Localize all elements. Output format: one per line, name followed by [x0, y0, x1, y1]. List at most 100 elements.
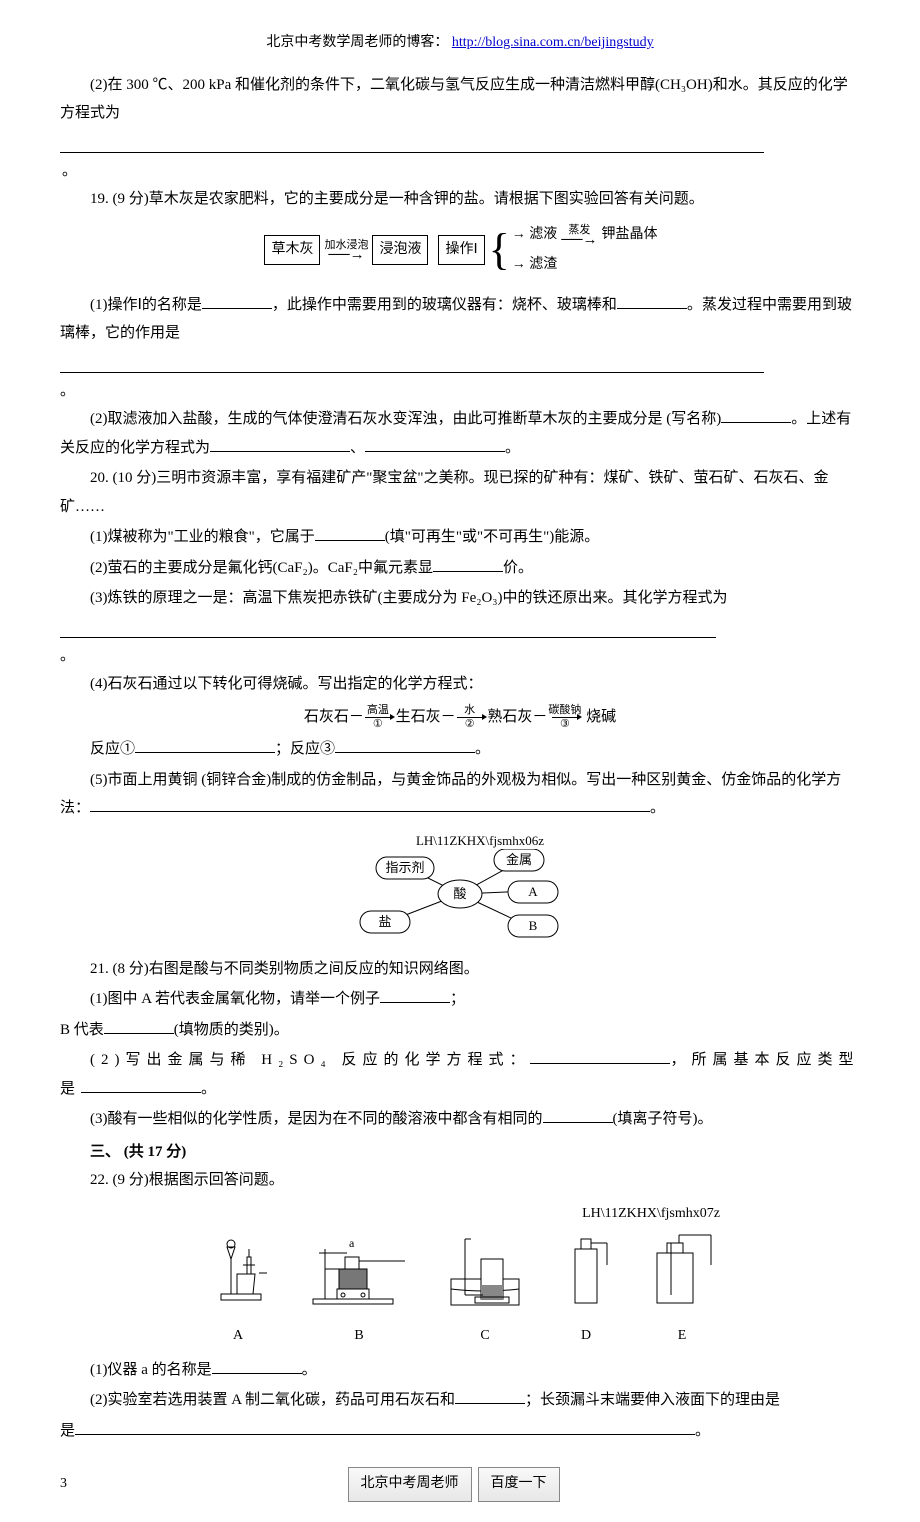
- section-3-head: 三、 (共 17 分): [60, 1138, 860, 1167]
- blank: [530, 1049, 670, 1064]
- q22-2a: (2)实验室若选用装置 A 制二氧化碳，药品可用石灰石和: [90, 1392, 455, 1408]
- apparatus-E: E: [647, 1229, 717, 1350]
- conv-a1b: ①: [373, 719, 383, 730]
- blank: [90, 797, 650, 812]
- label-E: E: [647, 1323, 717, 1350]
- label-A: A: [203, 1323, 273, 1350]
- flow-box-2: 浸泡液: [372, 235, 428, 266]
- blank: [212, 1359, 302, 1374]
- q19-2: (2)取滤液加入盐酸，生成的气体使澄清石灰水变浑浊，由此可推断草木灰的主要成分是…: [60, 405, 860, 462]
- q21-1-line2: B 代表(填物质的类别)。: [60, 1016, 860, 1045]
- q19-1-blank: [60, 352, 764, 373]
- apparatus-D: D: [561, 1229, 611, 1350]
- network-diagram: LH\11ZKHX\fjsmhx06z 指示剂 盐 酸 金属 A B: [60, 829, 860, 949]
- flow-r1a: 滤液: [529, 222, 557, 249]
- flow-r1c: 钾盐晶体: [602, 222, 658, 249]
- conv-a3: 碳酸钠③: [548, 705, 581, 730]
- conv-s4: 烧碱: [586, 709, 616, 725]
- conv-a1: 高温 ①: [365, 705, 391, 730]
- conv-a2: 水②: [457, 705, 483, 730]
- q21-1: (1)图中 A 若代表金属氧化物，请举一个例子 ；: [60, 985, 860, 1014]
- app-caption: LH\11ZKHX\fjsmhx07z: [582, 1201, 720, 1228]
- footer-btn-1[interactable]: 北京中考周老师: [348, 1467, 472, 1502]
- blank: [433, 557, 503, 572]
- label-C: C: [445, 1323, 525, 1350]
- apparatus-B: a B: [309, 1229, 409, 1350]
- q20-4r: 反应①；反应③。: [60, 735, 860, 764]
- q20-4r-a: 反应①: [90, 741, 135, 757]
- q20-3: (3)炼铁的原理之一是：高温下焦炭把赤铁矿(主要成分为 Fe₂O₃)中的铁还原出…: [60, 584, 860, 613]
- q21-1d: (填物质的类别)。: [174, 1022, 289, 1038]
- apparatus-A: A: [203, 1229, 273, 1350]
- page-header: 北京中考数学周老师的博客： http://blog.sina.com.cn/be…: [60, 30, 860, 57]
- blank: [455, 1389, 525, 1404]
- conv-a2t: 水: [464, 705, 475, 716]
- q20-2: (2)萤石的主要成分是氟化钙(CaF₂)。CaF₂中氟元素显 价。: [60, 554, 860, 583]
- footer-btn-2[interactable]: 百度一下: [478, 1467, 560, 1502]
- nd-left: 盐: [378, 914, 391, 929]
- q21-2a: (2)写出金属与稀 H₂SO₄ 反应的化学方程式：: [90, 1052, 530, 1068]
- q21-1b: ；: [450, 991, 465, 1007]
- q20-1b: (填"可再生"或"不可再生")能源。: [385, 529, 599, 545]
- conv-s1: 石灰石: [304, 709, 349, 725]
- q21-3: (3)酸有一些相似的化学性质，是因为在不同的酸溶液中都含有相同的 (填离子符号)。: [60, 1105, 860, 1134]
- blank: [543, 1108, 613, 1123]
- page-number: 3: [60, 1471, 67, 1498]
- nd-r1: A: [528, 884, 538, 899]
- q21-3b: (填离子符号)。: [613, 1111, 713, 1127]
- blank: [202, 294, 272, 309]
- q22-2b: ；长颈漏斗末端要伸入液面下的理由是: [525, 1392, 780, 1408]
- blank: [135, 738, 275, 753]
- q19-1a: (1)操作Ⅰ的名称是: [90, 297, 202, 313]
- conv-s2: 生石灰: [396, 709, 441, 725]
- brace: {: [489, 228, 510, 272]
- q22-1: (1)仪器 a 的名称是。: [60, 1356, 860, 1385]
- q21-intro: 21. (8 分)右图是酸与不同类别物质之间反应的知识网络图。: [60, 955, 860, 984]
- q20-1: (1)煤被称为"工业的粮食"，它属于(填"可再生"或"不可再生")能源。: [60, 523, 860, 552]
- q19-1: (1)操作Ⅰ的名称是，此操作中需要用到的玻璃仪器有：烧杯、玻璃棒和。蒸发过程中需…: [60, 291, 860, 348]
- nd-top: 指示剂: [385, 860, 424, 875]
- q20-2a: (2)萤石的主要成分是氟化钙(CaF₂)。CaF₂中氟元素显: [90, 560, 433, 576]
- q20-intro: 20. (10 分)三明市资源丰富，享有福建矿产"聚宝盆"之美称。现已探的矿种有…: [60, 464, 860, 521]
- blank: [315, 526, 385, 541]
- network-svg: 指示剂 盐 酸 金属 A B: [330, 849, 590, 948]
- blank: [104, 1019, 174, 1034]
- q21-3a: (3)酸有一些相似的化学性质，是因为在不同的酸溶液中都含有相同的: [90, 1111, 543, 1127]
- q19-2a: (2)取滤液加入盐酸，生成的气体使澄清石灰水变浑浊，由此可推断草木灰的主要成分是…: [90, 411, 721, 427]
- conv-a1t: 高温: [367, 705, 389, 716]
- apparatus-figure: LH\11ZKHX\fjsmhx07z A: [60, 1201, 860, 1350]
- blank: [210, 437, 350, 452]
- conv-a2b: ②: [465, 719, 475, 730]
- apparatus-C: C: [445, 1229, 525, 1350]
- flow-arrow-1: 加水浸泡 ──→: [324, 240, 368, 260]
- label-B: B: [309, 1323, 409, 1350]
- conversion-chain: 石灰石－高温① 生石灰－水② 熟石灰－碳酸钠③ 烧碱: [60, 703, 860, 732]
- blank: [365, 437, 505, 452]
- q22-2: (2)实验室若选用装置 A 制二氧化碳，药品可用石灰石和 ；长颈漏斗末端要伸入液面…: [60, 1386, 860, 1415]
- q22-2-cont: 是。: [60, 1417, 860, 1446]
- blank: [81, 1078, 201, 1093]
- q18-2: (2)在 300 ℃、200 kPa 和催化剂的条件下，二氧化碳与氢气反应生成一…: [60, 71, 860, 128]
- q20-3-blank: [60, 617, 716, 638]
- blank: [617, 294, 687, 309]
- flow-box-3: 操作Ⅰ: [438, 235, 484, 266]
- q19-1b: ，此操作中需要用到的玻璃仪器有：烧杯、玻璃棒和: [272, 297, 617, 313]
- blank: [75, 1420, 695, 1435]
- blank: [721, 408, 791, 423]
- header-link[interactable]: http://blog.sina.com.cn/beijingstudy: [452, 35, 654, 50]
- flow-diagram: 草木灰 加水浸泡 ──→ 浸泡液 操作Ⅰ { → 滤液 蒸发──→ 钾盐晶体 →…: [60, 222, 860, 279]
- q22-1-text: (1)仪器 a 的名称是: [90, 1362, 212, 1378]
- brace-row-2: → 滤渣: [512, 252, 658, 279]
- nd-tr: 金属: [506, 852, 532, 867]
- q19-intro: 19. (9 分)草木灰是农家肥料，它的主要成分是一种含钾的盐。请根据下图实验回…: [60, 185, 860, 214]
- q20-2b: 价。: [503, 560, 533, 576]
- q21-2: (2)写出金属与稀 H₂SO₄ 反应的化学方程式：，所属基本反应类型是。: [60, 1046, 860, 1103]
- q21-1a: (1)图中 A 若代表金属氧化物，请举一个例子: [90, 991, 380, 1007]
- q20-5: (5)市面上用黄铜 (铜锌合金)制成的仿金制品，与黄金饰品的外观极为相似。写出一…: [60, 766, 860, 823]
- q18-2-text: (2)在 300 ℃、200 kPa 和催化剂的条件下，二氧化碳与氢气反应生成一…: [60, 77, 848, 122]
- label-D: D: [561, 1323, 611, 1350]
- flow-r2a: 滤渣: [529, 252, 557, 279]
- q20-4r-b: ；反应③: [275, 741, 335, 757]
- nd-r2: B: [529, 918, 538, 933]
- q20-4: (4)石灰石通过以下转化可得烧碱。写出指定的化学方程式：: [60, 670, 860, 699]
